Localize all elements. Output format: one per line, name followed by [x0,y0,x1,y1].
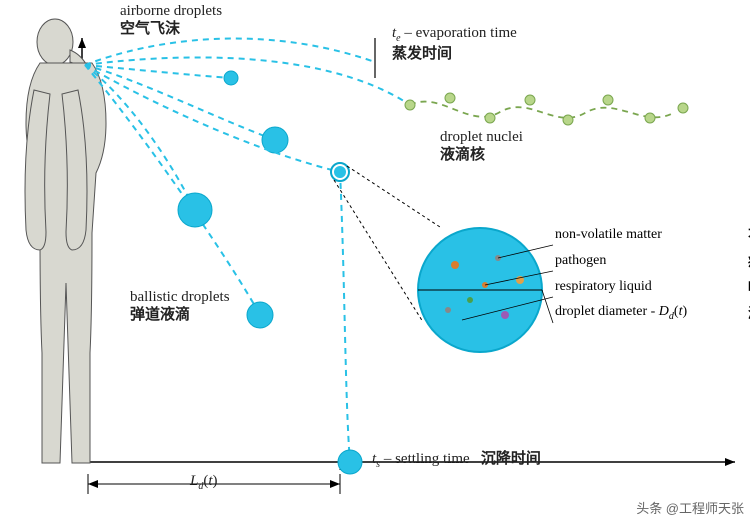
nucleus-dot [563,115,573,125]
nuclei-path [410,102,675,118]
trajectory [85,57,410,105]
magnify-line [334,180,423,322]
magnify-line [347,166,440,227]
label-settling: ts – settling time 沉降时间 [372,450,541,471]
zoom-legend: non-volatile matter不易挥发物 pathogen病原 resp… [555,222,750,326]
nucleus-dot [603,95,613,105]
trajectory [340,172,350,462]
nucleus-dot [678,103,688,113]
trajectory [85,39,375,65]
label-ballistic: ballistic droplets 弹道液滴 [130,288,230,324]
nucleus-dot [525,95,535,105]
nucleus-dot [485,113,495,123]
trajectory [85,65,340,172]
droplet [338,450,362,474]
droplet [247,302,273,328]
droplet [178,193,212,227]
pathogen-dot [451,261,459,269]
pathogen-dot [445,307,451,313]
droplet [224,71,238,85]
pathogen-dot [501,311,509,319]
watermark: 头条 @工程师天张 [636,498,744,517]
label-evaporation: te – evaporation time 蒸发时间 [392,24,517,63]
label-airborne: airborne droplets 空气飞沫 [120,2,222,38]
pathogen-dot [467,297,473,303]
label-distance: Ld(t) [190,472,218,493]
label-nuclei: droplet nuclei 液滴核 [440,128,523,164]
leader-line [542,290,553,323]
trajectory [85,65,260,315]
nucleus-dot [645,113,655,123]
nucleus-dot [405,100,415,110]
trajectory [85,65,275,140]
human-figure [25,19,106,463]
nucleus-dot [445,93,455,103]
